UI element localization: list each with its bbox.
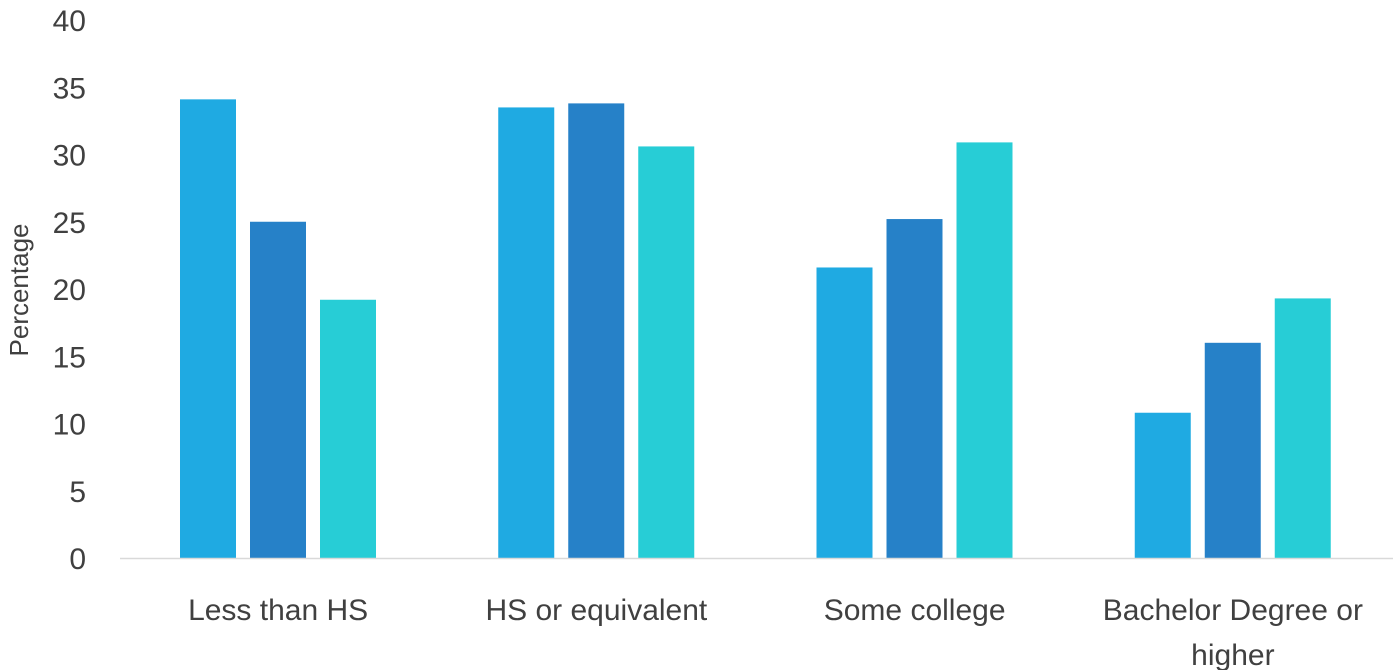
x-tick-label: HS or equivalent [485, 594, 707, 627]
bar-series-3-category-3 [956, 142, 1013, 558]
x-tick-label: Less than HS [188, 594, 368, 627]
y-tick-label: 15 [53, 341, 86, 374]
x-tick-label: Some college [824, 594, 1006, 627]
x-axis-ticks: Less than HS HS or equivalent Some college… [188, 594, 1363, 670]
bar-series-1-category-3 [816, 267, 873, 558]
bar-series-1-category-4 [1134, 412, 1191, 558]
y-axis-title: Percentage [4, 224, 34, 357]
bar-series-2-category-3 [886, 219, 943, 558]
bar-series-2-category-4 [1204, 342, 1261, 558]
y-tick-label: 40 [53, 5, 86, 38]
bar-series-2-category-2 [568, 103, 625, 558]
x-tick-label-line: Less than HS [188, 594, 368, 627]
x-tick-label-line: Bachelor Degree or [1103, 594, 1363, 627]
bar-series-3-category-2 [638, 146, 695, 558]
x-tick-label-line: higher [1191, 639, 1274, 670]
y-axis-ticks: 0 5 10 15 20 25 30 35 40 [53, 5, 86, 576]
y-tick-label: 35 [53, 72, 86, 105]
y-tick-label: 30 [53, 140, 86, 173]
y-tick-label: 20 [53, 274, 86, 307]
x-tick-label-line: HS or equivalent [485, 594, 707, 627]
x-tick-label-line: Some college [824, 594, 1006, 627]
y-tick-label: 25 [53, 207, 86, 240]
bar-series-3-category-1 [320, 299, 376, 558]
y-tick-label: 5 [69, 476, 86, 509]
bar-series-1-category-2 [498, 107, 555, 559]
bar-series-2-category-1 [250, 221, 306, 558]
bars-layer [180, 99, 1331, 559]
y-tick-label: 10 [53, 409, 86, 442]
y-tick-label: 0 [69, 543, 86, 576]
x-tick-label: Bachelor Degree or higher [1103, 594, 1363, 670]
bar-series-3-category-4 [1274, 298, 1331, 558]
bar-series-1-category-1 [180, 99, 236, 558]
